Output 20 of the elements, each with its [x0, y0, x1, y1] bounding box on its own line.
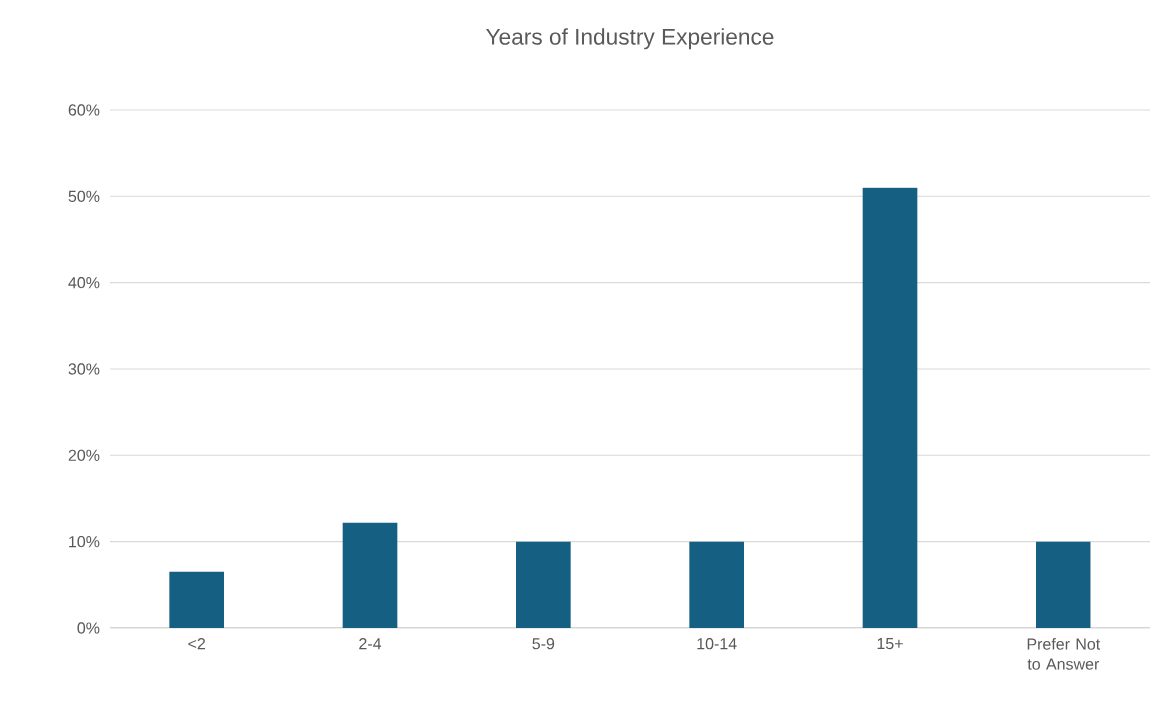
y-tick-label: 20% — [68, 449, 100, 461]
y-tick-label: 30% — [68, 363, 100, 375]
y-tick-label: 40% — [68, 277, 100, 289]
bar — [689, 541, 744, 628]
bar — [169, 571, 225, 628]
x-tick-label: <2 — [188, 638, 205, 650]
y-tick-label: 50% — [68, 190, 100, 202]
bar — [862, 187, 918, 628]
x-tick-label: 2-4 — [359, 638, 382, 650]
chart-title: Years of Industry Experience — [486, 28, 774, 50]
x-tick-label: Prefer Not to Answer — [1027, 638, 1101, 670]
x-tick-label: 10-14 — [697, 638, 737, 650]
bar — [1035, 541, 1091, 628]
x-tick-label: 15+ — [877, 638, 903, 650]
x-tick-label: 5-9 — [532, 638, 555, 650]
y-tick-label: 10% — [69, 535, 100, 548]
y-tick-label: 0% — [77, 622, 100, 634]
y-tick-label: 60% — [68, 104, 100, 116]
bar — [516, 541, 571, 628]
bar — [342, 522, 398, 628]
